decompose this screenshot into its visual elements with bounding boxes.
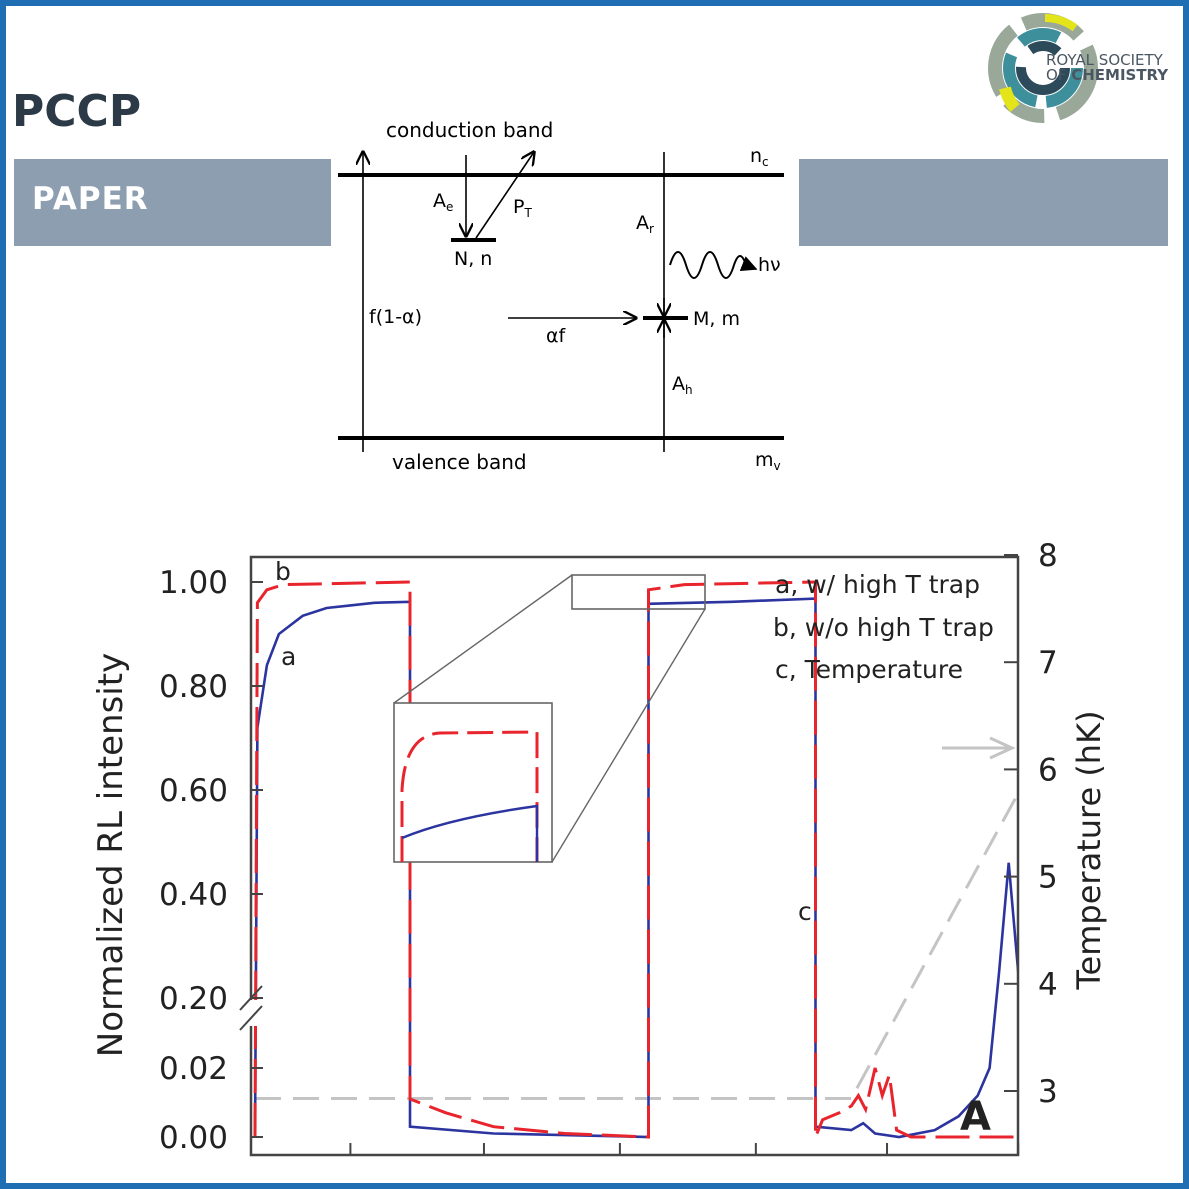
arrow-head-icon (989, 736, 1016, 760)
curve-label-b: b (275, 557, 291, 586)
axis-break-mark (239, 985, 263, 1011)
y2-tick-label: 3 (1038, 1074, 1058, 1110)
y-tick-label: 1.00 (159, 565, 228, 601)
publisher-name: ROYAL SOCIETY OF CHEMISTRY (1046, 53, 1168, 83)
axis-break-gap (238, 1000, 266, 1026)
y2-tick-label: 6 (1038, 752, 1058, 788)
legend-entry-a: a, w/ high T trap (775, 570, 980, 599)
publisher-line1: ROYAL SOCIETY (1046, 51, 1163, 69)
y-tick-label: 0.20 (159, 981, 228, 1017)
section-banner-right (799, 159, 1168, 246)
y-tick-label: 0.00 (159, 1120, 228, 1156)
panel-label: A (960, 1094, 991, 1140)
y2-tick-label: 7 (1038, 645, 1058, 681)
section-label: PAPER (32, 181, 149, 217)
rsc-logo-icon (988, 13, 1098, 123)
curve-label-a: a (281, 642, 296, 671)
series-line-a (253, 597, 1018, 1139)
y-tick-label: 0.02 (159, 1051, 228, 1087)
y-tick-label: 0.60 (159, 773, 228, 809)
section-banner: PAPER (14, 159, 331, 246)
y2-axis-label: Temperature (hK) (1070, 710, 1108, 990)
zoom-region-box (571, 574, 706, 610)
y2-tick-label: 5 (1038, 860, 1058, 896)
series-line-temperature (255, 790, 1018, 1100)
journal-title: PCCP (12, 86, 142, 137)
inset-series-a (401, 804, 539, 862)
axis-break-mark (239, 1005, 263, 1031)
legend-entry-c: c, Temperature (775, 655, 963, 684)
y-axis-label: Normalized RL intensity (91, 653, 131, 1057)
zoom-connector (393, 574, 573, 704)
inset-series-b (400, 730, 539, 862)
zoom-connector (551, 608, 706, 863)
inset-panel (393, 702, 553, 863)
publisher-line2: OF CHEMISTRY (1046, 66, 1169, 84)
series-line-b (253, 580, 1018, 1139)
legend-entry-b: b, w/o high T trap (773, 613, 994, 642)
y-tick-label: 0.40 (159, 877, 228, 913)
plot-frame (249, 555, 1020, 1157)
y2-tick-label: 8 (1038, 538, 1058, 574)
curve-label-c: c (798, 897, 812, 926)
y2-tick-label: 4 (1038, 967, 1058, 1003)
y-tick-label: 0.80 (159, 669, 228, 705)
